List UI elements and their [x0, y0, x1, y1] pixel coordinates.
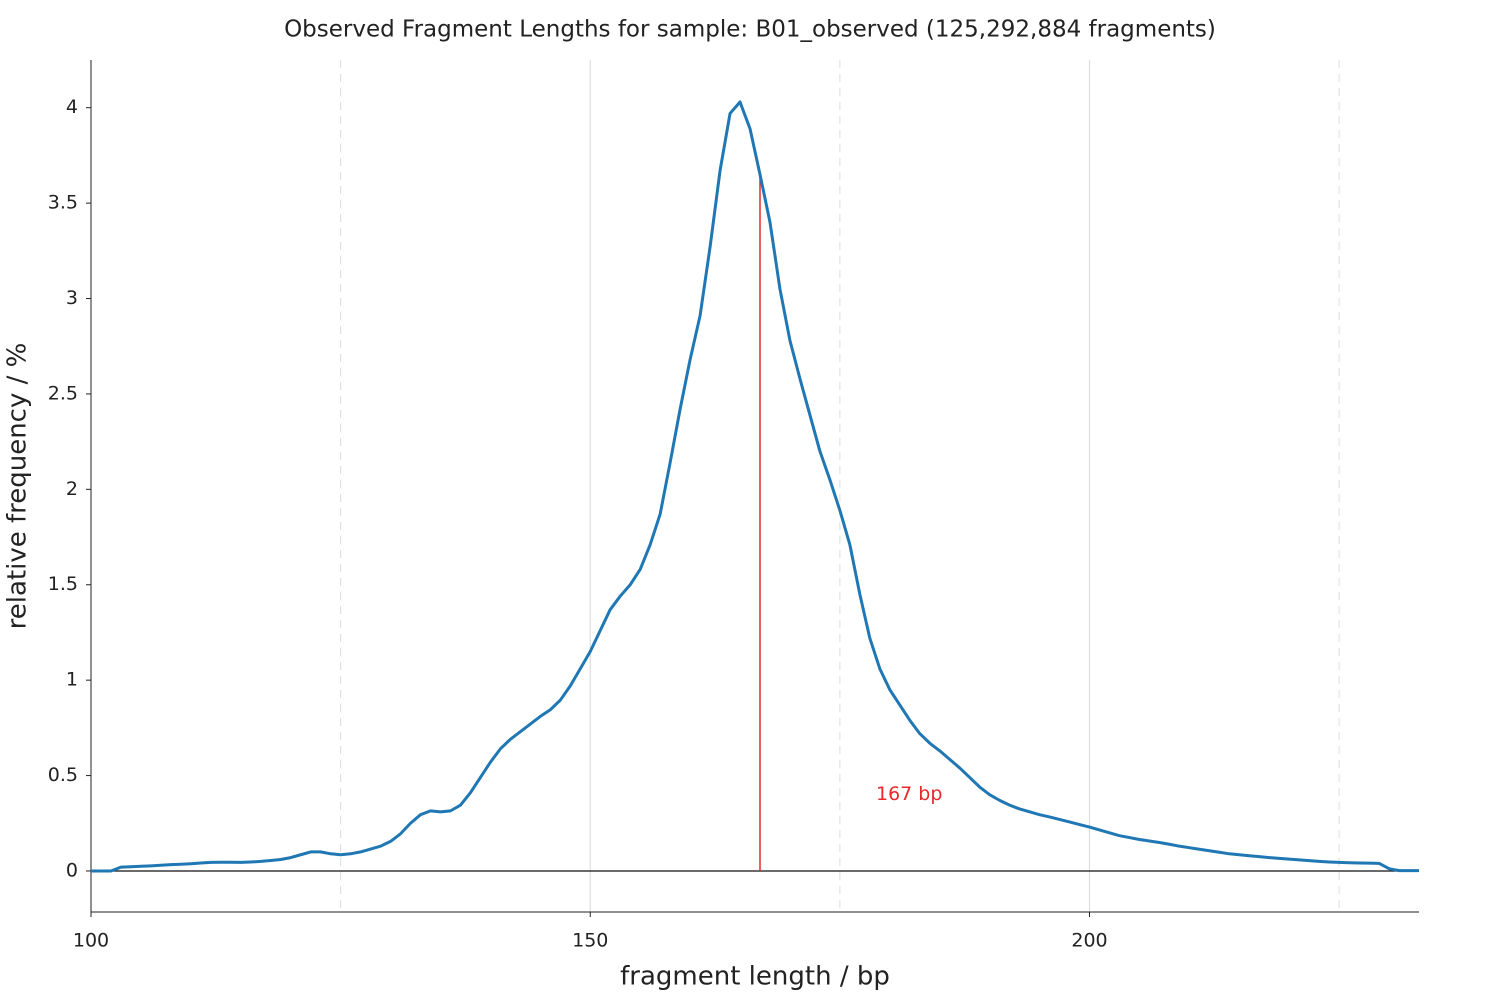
x-tick-label: 200 [1071, 930, 1107, 952]
chart-title: Observed Fragment Lengths for sample: B0… [284, 17, 1216, 43]
y-tick-label: 2.5 [48, 382, 78, 404]
y-tick-label: 3 [66, 287, 78, 309]
annotation-label: 167 bp [876, 783, 942, 805]
x-tick-label: 150 [572, 930, 608, 952]
data-line [91, 100, 1419, 873]
x-axis-label: fragment length / bp [620, 962, 890, 992]
y-tick-label: 3.5 [48, 192, 78, 214]
y-tick-label: 1 [66, 669, 78, 691]
y-tick-label: 1.5 [48, 573, 78, 595]
y-axis-label: relative frequency / % [3, 343, 33, 630]
y-tick-label: 0.5 [48, 764, 78, 786]
x-tick-label: 100 [73, 930, 109, 952]
y-tick-label: 0 [66, 859, 78, 881]
y-tick-label: 2 [66, 478, 78, 500]
y-tick-label: 4 [66, 96, 78, 118]
